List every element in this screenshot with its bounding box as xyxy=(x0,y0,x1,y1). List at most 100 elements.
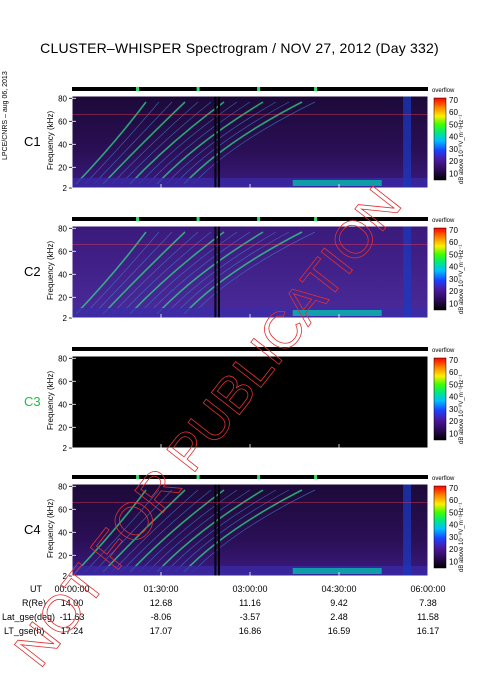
status-mark xyxy=(257,217,261,221)
status-bar xyxy=(72,87,428,91)
colorbar-tick-label: 30 xyxy=(449,275,458,284)
y-tick-label: 40 xyxy=(58,140,67,149)
footer-value: -8.06 xyxy=(151,612,172,622)
y-tick-label: 80 xyxy=(58,482,67,491)
status-bar xyxy=(72,347,428,351)
chart-title: CLUSTER–WHISPER Spectrogram / NOV 27, 20… xyxy=(40,40,439,56)
footer-value: -11.63 xyxy=(60,612,85,622)
status-mark xyxy=(257,87,261,91)
emission-line xyxy=(102,489,186,573)
emission-line xyxy=(129,231,225,315)
footer-value: 00:00:00 xyxy=(54,584,89,594)
emission-line xyxy=(174,489,290,573)
colorbar-tick-label: 40 xyxy=(449,133,458,142)
y-axis-label: Frequency (kHz) xyxy=(46,241,55,300)
footer-value: 11.58 xyxy=(417,612,439,622)
plot-area xyxy=(72,96,428,188)
footer-value: 7.38 xyxy=(419,598,437,608)
status-bar xyxy=(72,475,428,479)
colorbar-tick-label: 70 xyxy=(449,356,458,365)
footer-row: UT 00:00:00 01:30:00 03:00:00 04:30:00 06:00:… xyxy=(30,584,446,594)
emission-line xyxy=(138,231,238,315)
status-mark xyxy=(136,87,140,91)
y-tick-label: 60 xyxy=(58,117,67,126)
colorbar-tick-label: 30 xyxy=(449,405,458,414)
y-tick-label: 20 xyxy=(58,163,67,172)
emission-line xyxy=(120,101,212,185)
colorbar-tick-label: 50 xyxy=(449,250,458,259)
footer-row-label: R(Re) xyxy=(22,598,46,608)
emission-line xyxy=(84,231,160,315)
emission-line xyxy=(165,489,277,573)
status-mark xyxy=(136,475,140,479)
emission-line xyxy=(147,231,251,315)
y-axis-label: Frequency (kHz) xyxy=(46,371,55,430)
colorbar-label: dB above 10⁻⁸V_m⁻¹Hz⁻¹ xyxy=(458,245,465,314)
footer-value: 04:30:00 xyxy=(321,584,356,594)
colorbar xyxy=(433,97,447,181)
emission-line xyxy=(93,489,173,573)
colorbar-tick-label: 20 xyxy=(449,417,458,426)
colorbar-label: dB above 10⁻⁸V_m⁻¹Hz⁻¹ xyxy=(458,503,465,572)
footer-row-label: Lat_gse(deg) xyxy=(2,612,55,622)
colorbar-tick-label: 70 xyxy=(449,484,458,493)
emission-line xyxy=(156,489,264,573)
footer-value: 16.86 xyxy=(239,626,262,636)
emission-line xyxy=(138,101,238,185)
emission-line xyxy=(84,101,160,185)
colorbar-tick-label: 50 xyxy=(449,120,458,129)
colorbar-tick-label: 50 xyxy=(449,508,458,517)
colorbar-tick-label: 40 xyxy=(449,263,458,272)
colorbar xyxy=(433,227,447,311)
emission-line xyxy=(192,231,316,315)
plot-area xyxy=(72,484,428,576)
colorbar-tick-label: 20 xyxy=(449,287,458,296)
emission-line xyxy=(84,489,160,573)
colorbar-label: dB above 10⁻⁸V_m⁻¹Hz⁻¹ xyxy=(458,375,465,444)
emission-line xyxy=(156,101,264,185)
colorbar-tick-label: 30 xyxy=(449,145,458,154)
emission-line xyxy=(93,231,173,315)
y-tick-label: 2 xyxy=(63,314,68,323)
emission-line xyxy=(147,489,251,573)
emission-line xyxy=(174,231,290,315)
emission-line xyxy=(183,231,303,315)
footer-value: 17.24 xyxy=(61,626,84,636)
data-gap xyxy=(214,484,217,576)
status-mark xyxy=(314,475,318,479)
y-tick-label: 80 xyxy=(58,94,67,103)
colorbar-overflow-label: overflow xyxy=(432,476,455,482)
y-tick-label: 20 xyxy=(58,423,67,432)
colorbar-tick-label: 10 xyxy=(449,557,458,566)
colorbar xyxy=(433,485,447,569)
footer-value: 16.59 xyxy=(328,626,351,636)
emission-line xyxy=(192,101,316,185)
status-mark xyxy=(196,475,200,479)
footer-value: 17.07 xyxy=(150,626,173,636)
emission-line xyxy=(174,101,290,185)
colorbar-overflow-label: overflow xyxy=(432,88,455,94)
panel-label: C1 xyxy=(24,134,41,149)
status-mark xyxy=(314,217,318,221)
emission-line xyxy=(129,489,225,573)
y-tick-label: 40 xyxy=(58,400,67,409)
colorbar-tick-label: 20 xyxy=(449,157,458,166)
data-gap xyxy=(214,96,217,188)
emission-line xyxy=(75,231,147,315)
colorbar-tick-label: 40 xyxy=(449,393,458,402)
footer-value: 12.68 xyxy=(150,598,173,608)
footer-row: R(Re) 14.00 12.68 11.16 9.42 7.38 xyxy=(22,598,437,608)
plasma-band xyxy=(292,180,382,186)
colorbar-tick-label: 30 xyxy=(449,533,458,542)
footer-value: 11.16 xyxy=(239,598,261,608)
data-gap xyxy=(214,226,217,318)
footer-value: 9.42 xyxy=(330,598,348,608)
y-tick-label: 20 xyxy=(58,551,67,560)
plot-area xyxy=(72,356,428,448)
emission-line xyxy=(165,101,277,185)
plasma-band xyxy=(292,568,382,574)
panel-label: C3 xyxy=(24,394,41,409)
